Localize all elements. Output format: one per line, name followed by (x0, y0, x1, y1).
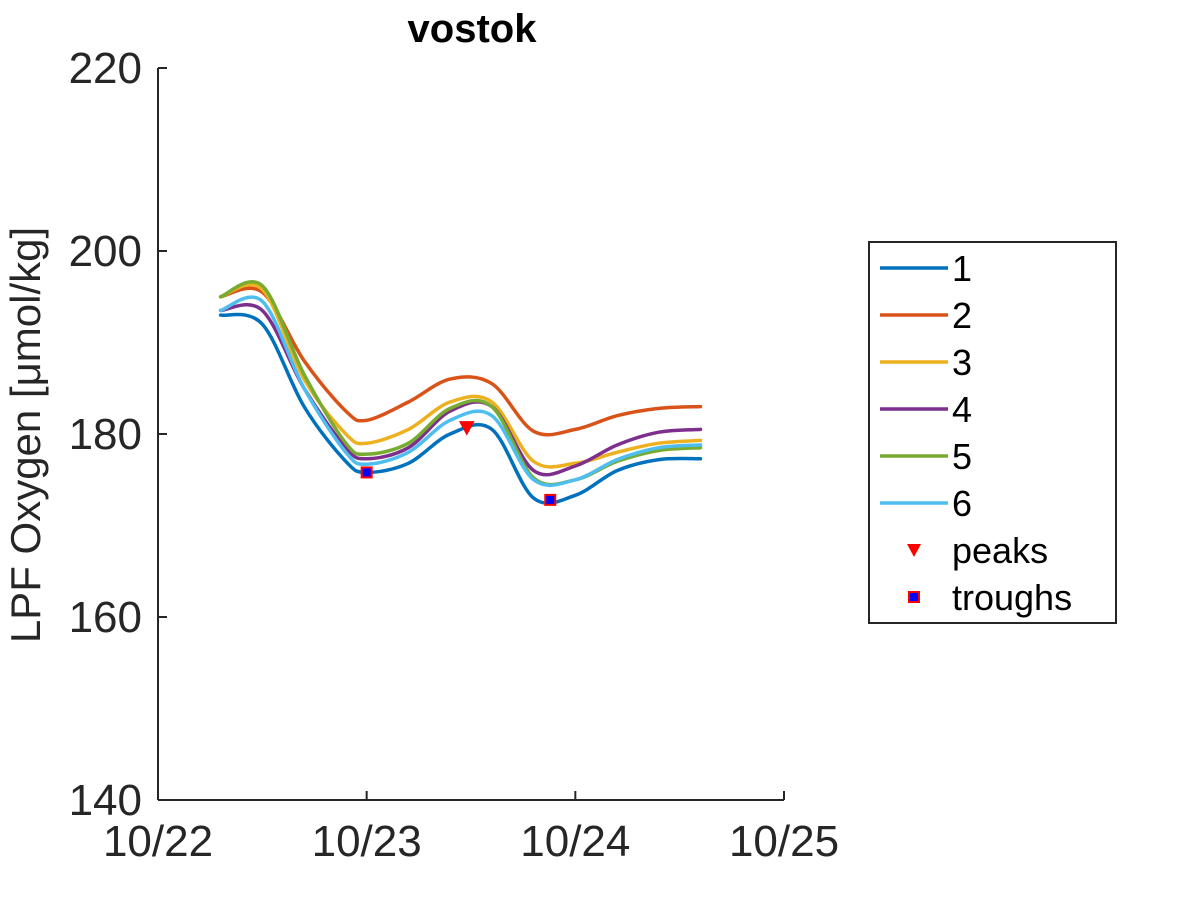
legend-swatch-troughs (908, 591, 920, 603)
y-tick-label: 140 (69, 776, 142, 825)
legend: 1 2 3 4 5 6 peaks troughs (868, 241, 1117, 624)
y-ticks: 140 160 180 200 220 (69, 44, 167, 825)
series-line-3 (218, 282, 703, 469)
y-tick-label: 180 (69, 410, 142, 459)
legend-swatch-peaks (907, 544, 921, 557)
legend-box (868, 241, 1117, 624)
y-tick-label: 220 (69, 44, 142, 93)
y-tick-label: 160 (69, 593, 142, 642)
legend-label-troughs: troughs (952, 577, 1072, 618)
trough-marker (360, 466, 373, 479)
legend-label-1: 1 (952, 248, 972, 289)
legend-label-peaks: peaks (952, 530, 1048, 571)
legend-label-3: 3 (952, 342, 972, 383)
trough-marker (544, 493, 557, 506)
y-axis-label: LPF Oxygen [μmol/kg] (2, 227, 49, 643)
legend-label-5: 5 (952, 436, 972, 477)
peak-marker (458, 421, 475, 436)
y-tick-label: 200 (69, 227, 142, 276)
x-tick-label: 10/22 (103, 817, 213, 866)
x-tick-label: 10/23 (312, 817, 422, 866)
axes (157, 68, 784, 801)
series-line-1 (218, 312, 703, 505)
series-line-6 (218, 295, 703, 488)
legend-label-2: 2 (952, 295, 972, 336)
chart-title: vostok (408, 7, 538, 51)
x-tick-label: 10/24 (520, 817, 630, 866)
x-ticks: 10/22 10/23 10/24 10/25 (103, 791, 839, 866)
x-tick-label: 10/25 (729, 817, 839, 866)
series-lines (218, 280, 703, 505)
markers (360, 421, 557, 506)
series-line-2 (218, 286, 703, 437)
legend-label-4: 4 (952, 389, 972, 430)
legend-label-6: 6 (952, 483, 972, 524)
